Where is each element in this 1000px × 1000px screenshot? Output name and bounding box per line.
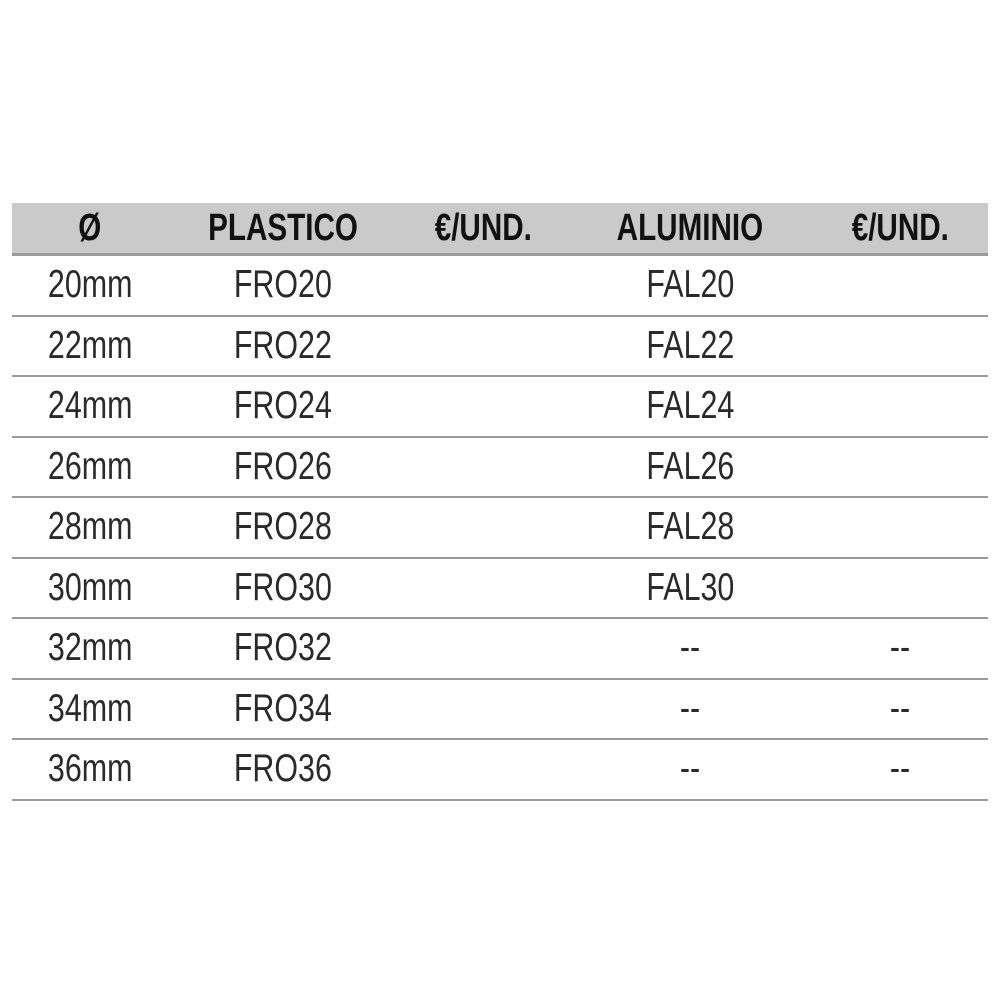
table-row: 32mm FRO32 -- -- [12,619,988,680]
header-label: €/UND. [851,206,949,249]
cell-aluminio: -- [590,680,790,739]
table-header: Ø PLASTICO €/UND. ALUMINIO €/UND. [12,203,988,256]
cell-value: -- [679,626,701,670]
cell-plastico: FRO26 [183,438,383,497]
cell-aluminio: FAL24 [590,377,790,436]
cell-value: FAL24 [646,384,734,428]
cell-price-plastico [393,498,573,557]
cell-price-aluminio [810,317,990,376]
cell-diameter: 34mm [30,680,150,739]
cell-value: 22mm [47,323,133,367]
header-label: PLASTICO [208,206,358,249]
cell-price-plastico [393,256,573,315]
cell-value: -- [679,686,701,730]
cell-value: 28mm [47,505,133,549]
header-aluminio: ALUMINIO [590,203,790,253]
cell-value: -- [679,747,701,791]
cell-value: 26mm [47,444,133,488]
table-row: 20mm FRO20 FAL20 [12,256,988,317]
header-plastico: PLASTICO [183,203,383,253]
cell-aluminio: -- [590,619,790,678]
cell-plastico: FRO30 [183,559,383,618]
cell-value: 36mm [47,747,133,791]
cell-price-plastico [393,740,573,799]
cell-value: 20mm [47,263,133,307]
cell-price-aluminio [810,377,990,436]
cell-aluminio: FAL26 [590,438,790,497]
cell-diameter: 24mm [30,377,150,436]
cell-value: FRO26 [233,444,333,488]
cell-diameter: 26mm [30,438,150,497]
cell-value: FRO34 [233,686,333,730]
table-row: 22mm FRO22 FAL22 [12,317,990,377]
table-row: 34mm FRO34 -- -- [12,680,990,740]
cell-diameter: 36mm [30,740,150,799]
cell-plastico: FRO24 [183,377,383,436]
cell-price-aluminio: -- [810,680,990,739]
cell-value: 30mm [47,565,133,609]
cell-price-plastico [393,438,573,497]
cell-value: FAL30 [646,565,734,609]
cell-price-plastico [393,377,573,436]
cell-price-aluminio: -- [810,740,990,799]
cell-price-aluminio [810,438,990,497]
cell-value: -- [889,626,911,670]
cell-value: FRO22 [233,323,333,367]
cell-value: FRO24 [233,384,333,428]
header-label: Ø [78,206,102,249]
cell-value: -- [889,686,911,730]
cell-value: FAL26 [646,444,734,488]
cell-value: FAL28 [646,505,734,549]
cell-aluminio: -- [590,740,790,799]
cell-value: FRO28 [233,505,333,549]
cell-diameter: 20mm [30,256,150,315]
cell-value: FRO20 [233,263,333,307]
cell-value: 24mm [47,384,133,428]
cell-diameter: 22mm [30,317,150,376]
header-label: ALUMINIO [616,206,764,249]
cell-value: FRO30 [233,565,333,609]
cell-plastico: FRO28 [183,498,383,557]
header-label: €/UND. [434,206,532,249]
cell-plastico: FRO20 [183,256,383,315]
cell-aluminio: FAL30 [590,559,790,618]
cell-value: FRO32 [233,626,333,670]
header-diameter: Ø [30,203,150,253]
cell-plastico: FRO36 [183,740,383,799]
cell-price-plastico [393,559,573,618]
cell-diameter: 28mm [30,498,150,557]
cell-price-plastico [393,317,573,376]
cell-plastico: FRO22 [183,317,383,376]
cell-price-plastico [393,619,573,678]
cell-plastico: FRO32 [183,619,383,678]
header-price-plastico: €/UND. [393,203,573,253]
cell-price-aluminio [810,256,990,315]
cell-plastico: FRO34 [183,680,383,739]
table-row: 26mm FRO26 FAL26 [12,438,990,498]
cell-value: 34mm [47,686,133,730]
table-row: 36mm FRO36 -- -- [12,740,988,801]
cell-price-aluminio [810,498,990,557]
cell-price-plastico [393,680,573,739]
cell-aluminio: FAL28 [590,498,790,557]
cell-value: FRO36 [233,747,333,791]
cell-price-aluminio: -- [810,619,990,678]
table-row: 30mm FRO30 FAL30 [12,559,990,619]
price-table: Ø PLASTICO €/UND. ALUMINIO €/UND. 20mm FRO20 F… [12,203,988,801]
cell-aluminio: FAL20 [590,256,790,315]
table-row: 24mm FRO24 FAL24 [12,377,988,438]
cell-diameter: 30mm [30,559,150,618]
cell-value: 32mm [47,626,133,670]
header-price-aluminio: €/UND. [810,203,990,253]
cell-value: FAL20 [646,263,734,307]
cell-price-aluminio [810,559,990,618]
cell-diameter: 32mm [30,619,150,678]
table-row: 28mm FRO28 FAL28 [12,498,988,559]
cell-value: -- [889,747,911,791]
cell-aluminio: FAL22 [590,317,790,376]
cell-value: FAL22 [646,323,734,367]
